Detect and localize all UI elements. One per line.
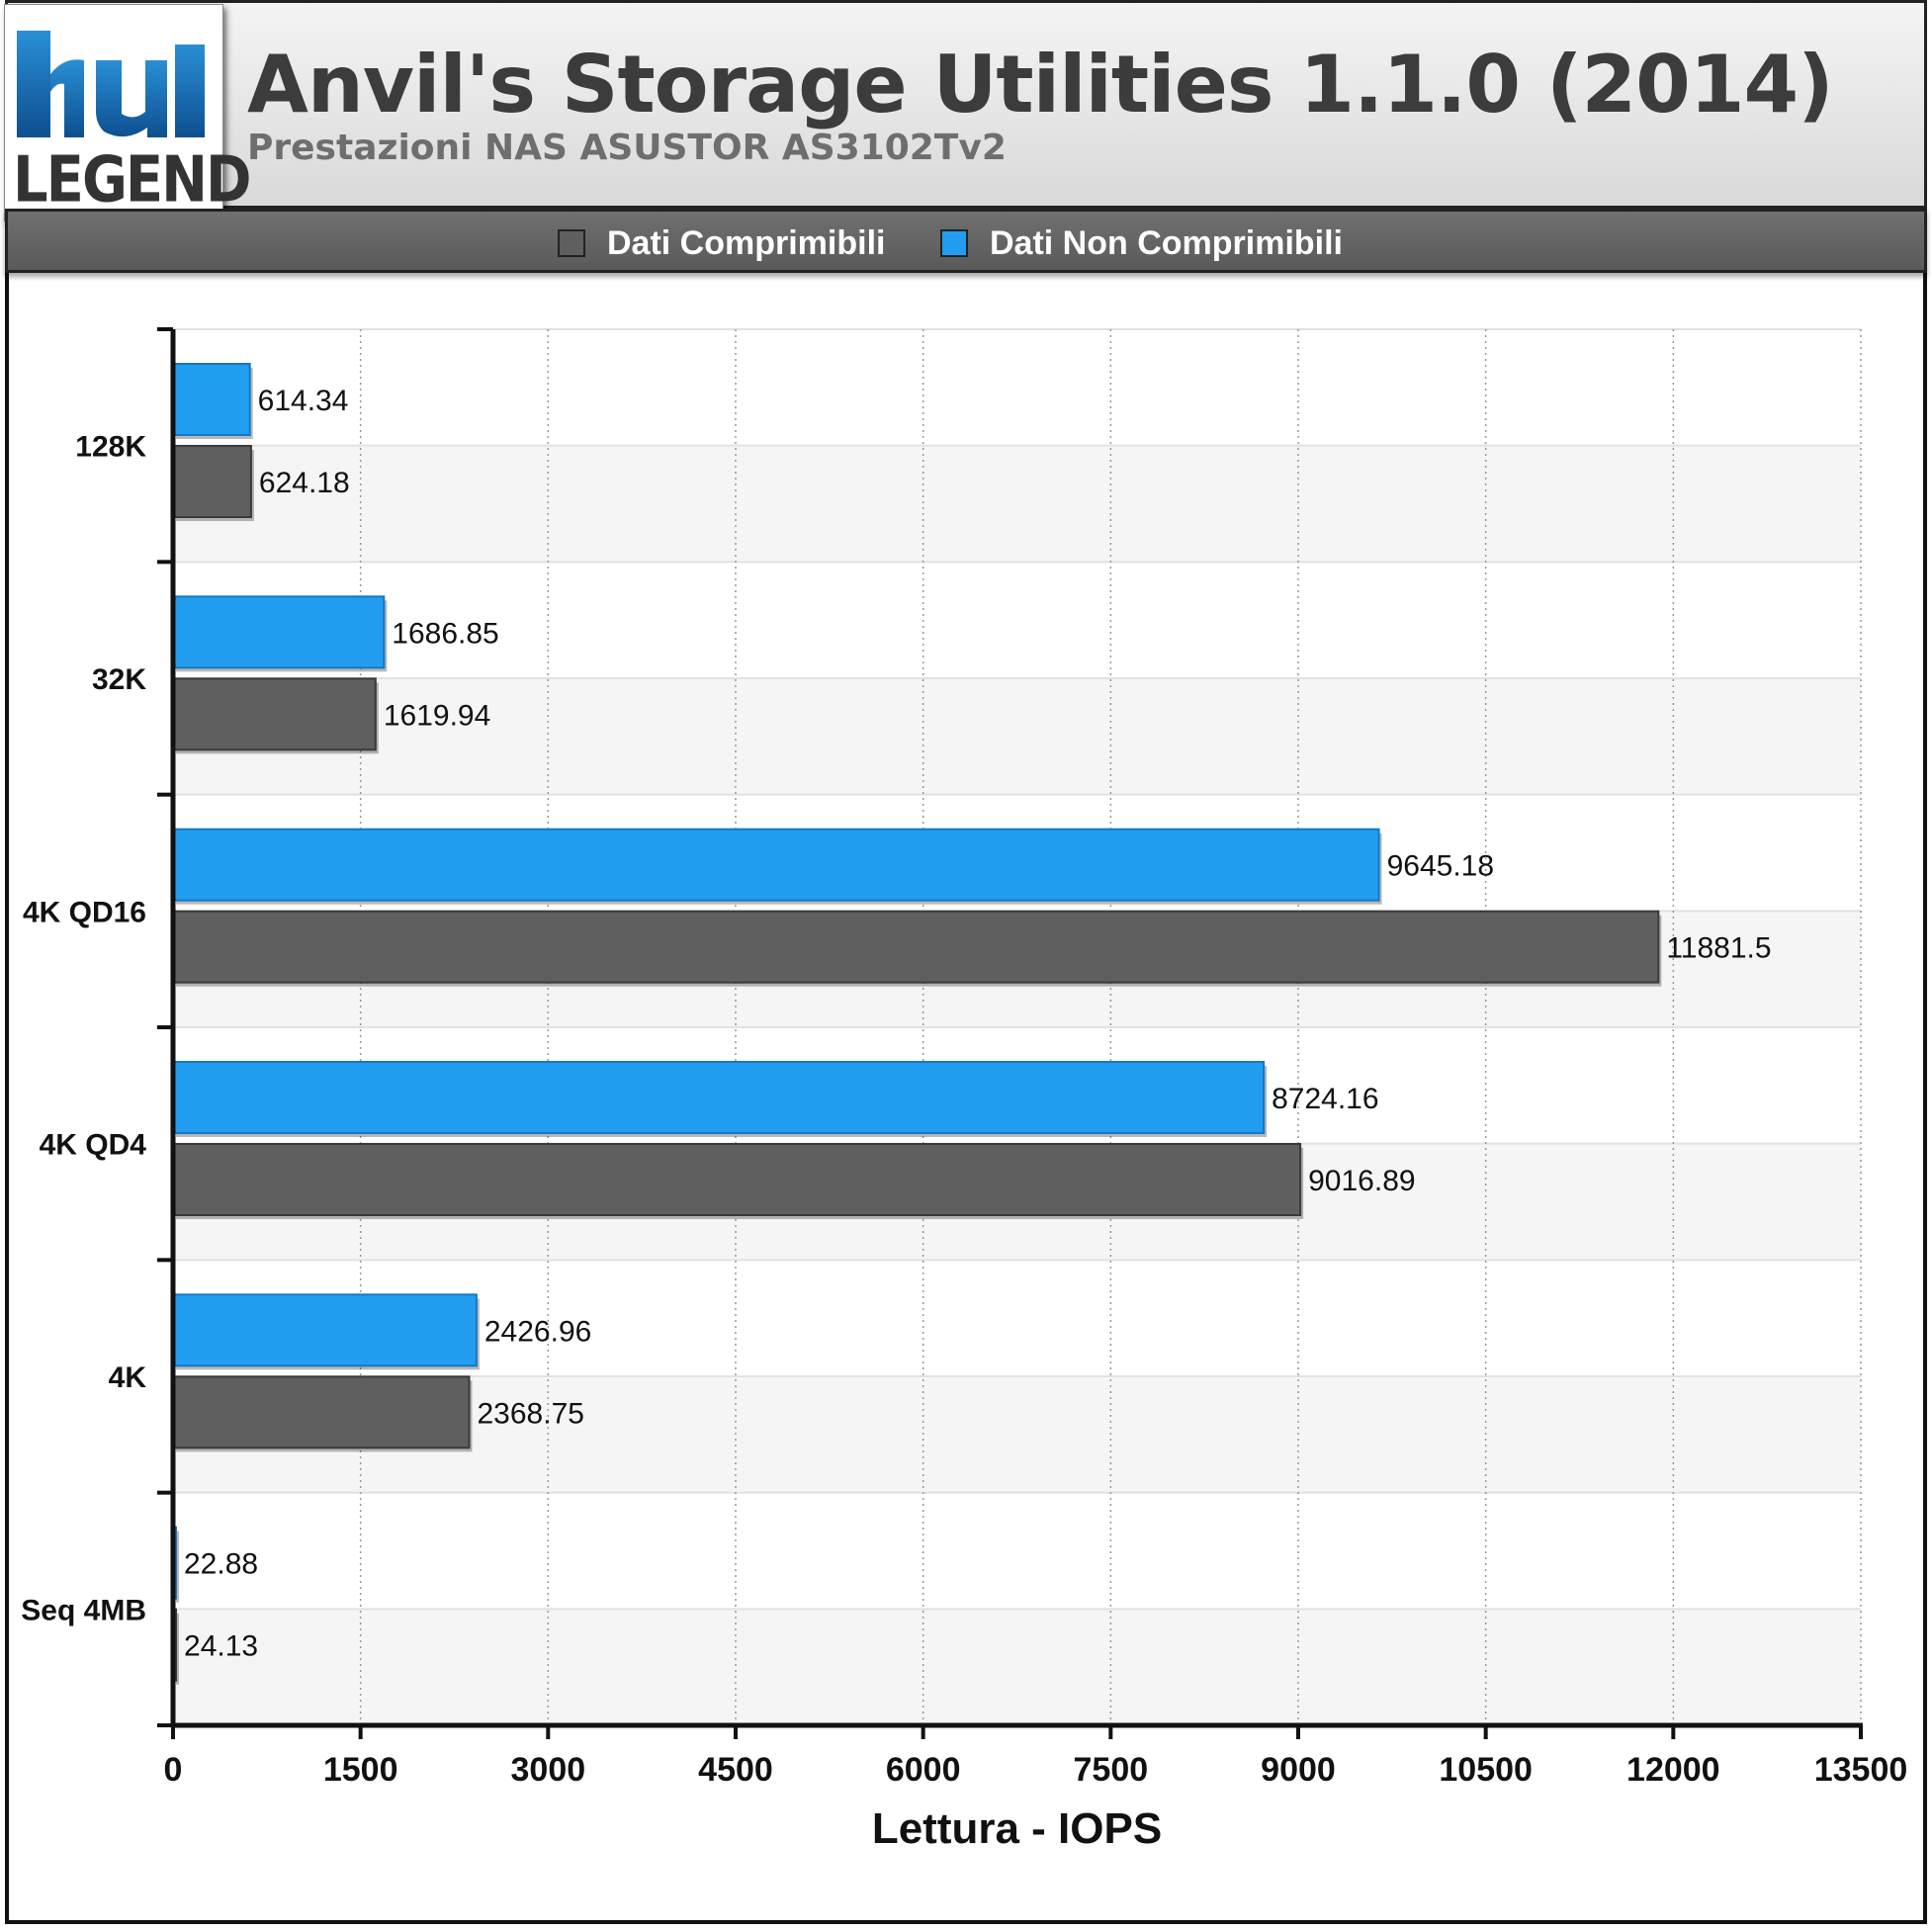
bar-non-compressible [172,1061,1266,1134]
data-label: 11881.5 [1666,932,1771,965]
plot-band-lower [173,445,1861,563]
x-tick-label: 12000 [1626,1751,1720,1789]
bar-compressible [172,1375,471,1449]
data-label: 24.13 [184,1630,258,1663]
bar-shadow [176,1531,179,1603]
plot-band-upper [173,1492,1861,1610]
data-label: 2368.75 [478,1397,584,1430]
data-label: 1619.94 [384,699,490,732]
bar-non-compressible [172,828,1380,902]
data-label: 1686.85 [392,617,498,650]
legend: Dati Comprimibili Dati Non Comprimibili [5,209,1927,273]
legend-label-non-compressible: Dati Non Comprimibili [990,223,1343,262]
data-label: 624.18 [259,467,350,499]
x-tick-label: 7500 [1074,1751,1149,1789]
legend-label-compressible: Dati Comprimibili [607,223,886,262]
category-label: Seq 4MB [21,1594,146,1626]
plot-band-upper [173,562,1861,678]
legend-item-non-compressible: Dati Non Comprimibili [940,223,1343,263]
bar-shadow [176,1613,180,1685]
x-tick-label: 1500 [323,1751,398,1789]
x-tick-label: 9000 [1261,1751,1336,1789]
bar-compressible [172,445,252,518]
x-tick-label: 4500 [698,1751,773,1789]
x-tick-label: 0 [164,1751,183,1789]
x-tick-label: 3000 [511,1751,586,1789]
logo-hw-mark-icon [17,31,205,137]
x-tick-label: 10500 [1439,1751,1533,1789]
x-tick-label: 13500 [1814,1751,1908,1789]
x-axis-title: Lettura - IOPS [872,1804,1162,1853]
bar-non-compressible [172,595,386,669]
chart-title: Anvil's Storage Utilities 1.1.0 (2014) [247,39,1834,131]
data-label: 2426.96 [484,1315,591,1348]
plot-band-lower [173,678,1861,795]
plot-band-upper [173,329,1861,446]
bar-non-compressible [172,1293,478,1367]
bar-compressible [172,1143,1302,1216]
category-label: 32K [92,663,146,696]
data-label: 9016.89 [1308,1165,1415,1197]
legend-swatch-non-compressible [940,229,968,257]
chart-header: Anvil's Storage Utilities 1.1.0 (2014) P… [5,0,1927,209]
data-label: 8724.16 [1272,1083,1378,1115]
x-tick-label: 6000 [886,1751,961,1789]
category-label: 128K [75,431,146,464]
chart-subtitle: Prestazioni NAS ASUSTOR AS3102Tv2 [247,128,1007,168]
legend-swatch-compressible [558,229,585,257]
category-label: 4K QD4 [40,1129,147,1162]
data-label: 22.88 [184,1548,258,1581]
bar-non-compressible [172,363,251,436]
legend-item-compressible: Dati Comprimibili [558,223,885,263]
plot-band-lower [173,1609,1861,1725]
logo-wordmark: LEGEND [13,143,252,218]
hwlegend-logo: LEGEND [4,4,252,221]
data-label: 614.34 [258,385,349,417]
category-label: 4K QD16 [23,896,146,928]
bar-compressible [172,910,1660,984]
data-label: 9645.18 [1387,850,1494,883]
bar-compressible [172,677,377,751]
category-label: 4K [109,1361,147,1394]
